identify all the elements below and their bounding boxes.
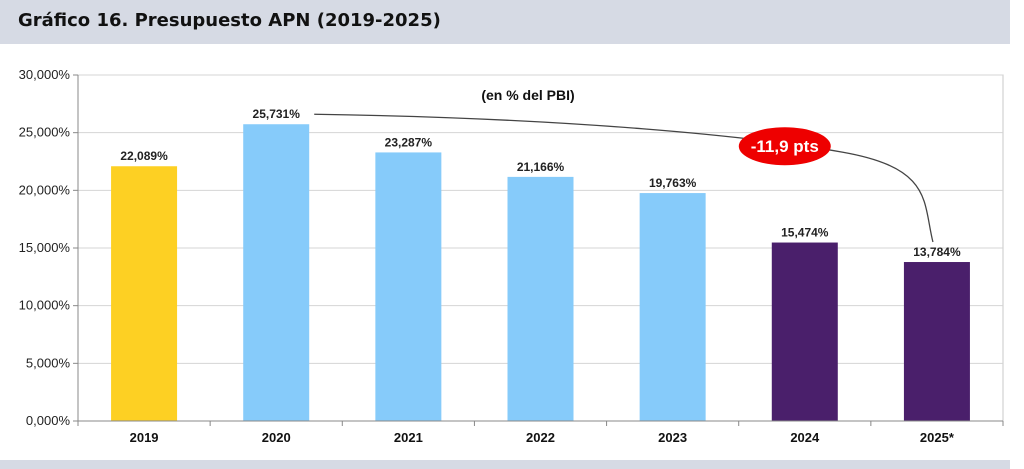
bar-2021 xyxy=(375,152,442,421)
bar-2024 xyxy=(771,242,838,421)
bar-2022 xyxy=(507,176,574,421)
data-label: 15,474% xyxy=(781,226,829,240)
data-label: 19,763% xyxy=(649,176,697,190)
y-tick-label: 20,000% xyxy=(19,182,71,197)
chart-subtitle: (en % del PBI) xyxy=(481,87,574,103)
bar-2023 xyxy=(639,193,706,421)
y-tick-label: 25,000% xyxy=(19,125,71,140)
change-callout-label: -11,9 pts xyxy=(751,137,819,156)
x-tick-label: 2024 xyxy=(790,430,820,445)
x-tick-label: 2021 xyxy=(394,430,423,445)
chart-title: Gráfico 16. Presupuesto APN (2019-2025) xyxy=(18,10,441,31)
data-label: 21,166% xyxy=(517,160,565,174)
y-tick-label: 30,000% xyxy=(19,67,71,82)
data-label: 23,287% xyxy=(385,135,433,149)
x-tick-label: 2023 xyxy=(658,430,687,445)
chart-footer xyxy=(0,460,1010,469)
bar-2020 xyxy=(243,124,310,421)
bar-2019 xyxy=(111,166,178,421)
x-tick-label: 2019 xyxy=(130,430,159,445)
x-tick-label: 2020 xyxy=(262,430,291,445)
data-label: 25,731% xyxy=(253,107,301,121)
data-label: 13,784% xyxy=(913,245,961,259)
x-tick-label: 2022 xyxy=(526,430,555,445)
data-label: 22,089% xyxy=(120,149,168,163)
y-tick-label: 5,000% xyxy=(26,355,71,370)
change-callout xyxy=(738,127,831,166)
y-tick-label: 15,000% xyxy=(19,240,71,255)
bar-2025 xyxy=(903,262,970,421)
x-tick-label: 2025* xyxy=(920,430,955,445)
y-tick-label: 0,000% xyxy=(26,413,71,428)
y-tick-label: 10,000% xyxy=(19,298,71,313)
chart-header: Gráfico 16. Presupuesto APN (2019-2025) xyxy=(0,0,1010,44)
